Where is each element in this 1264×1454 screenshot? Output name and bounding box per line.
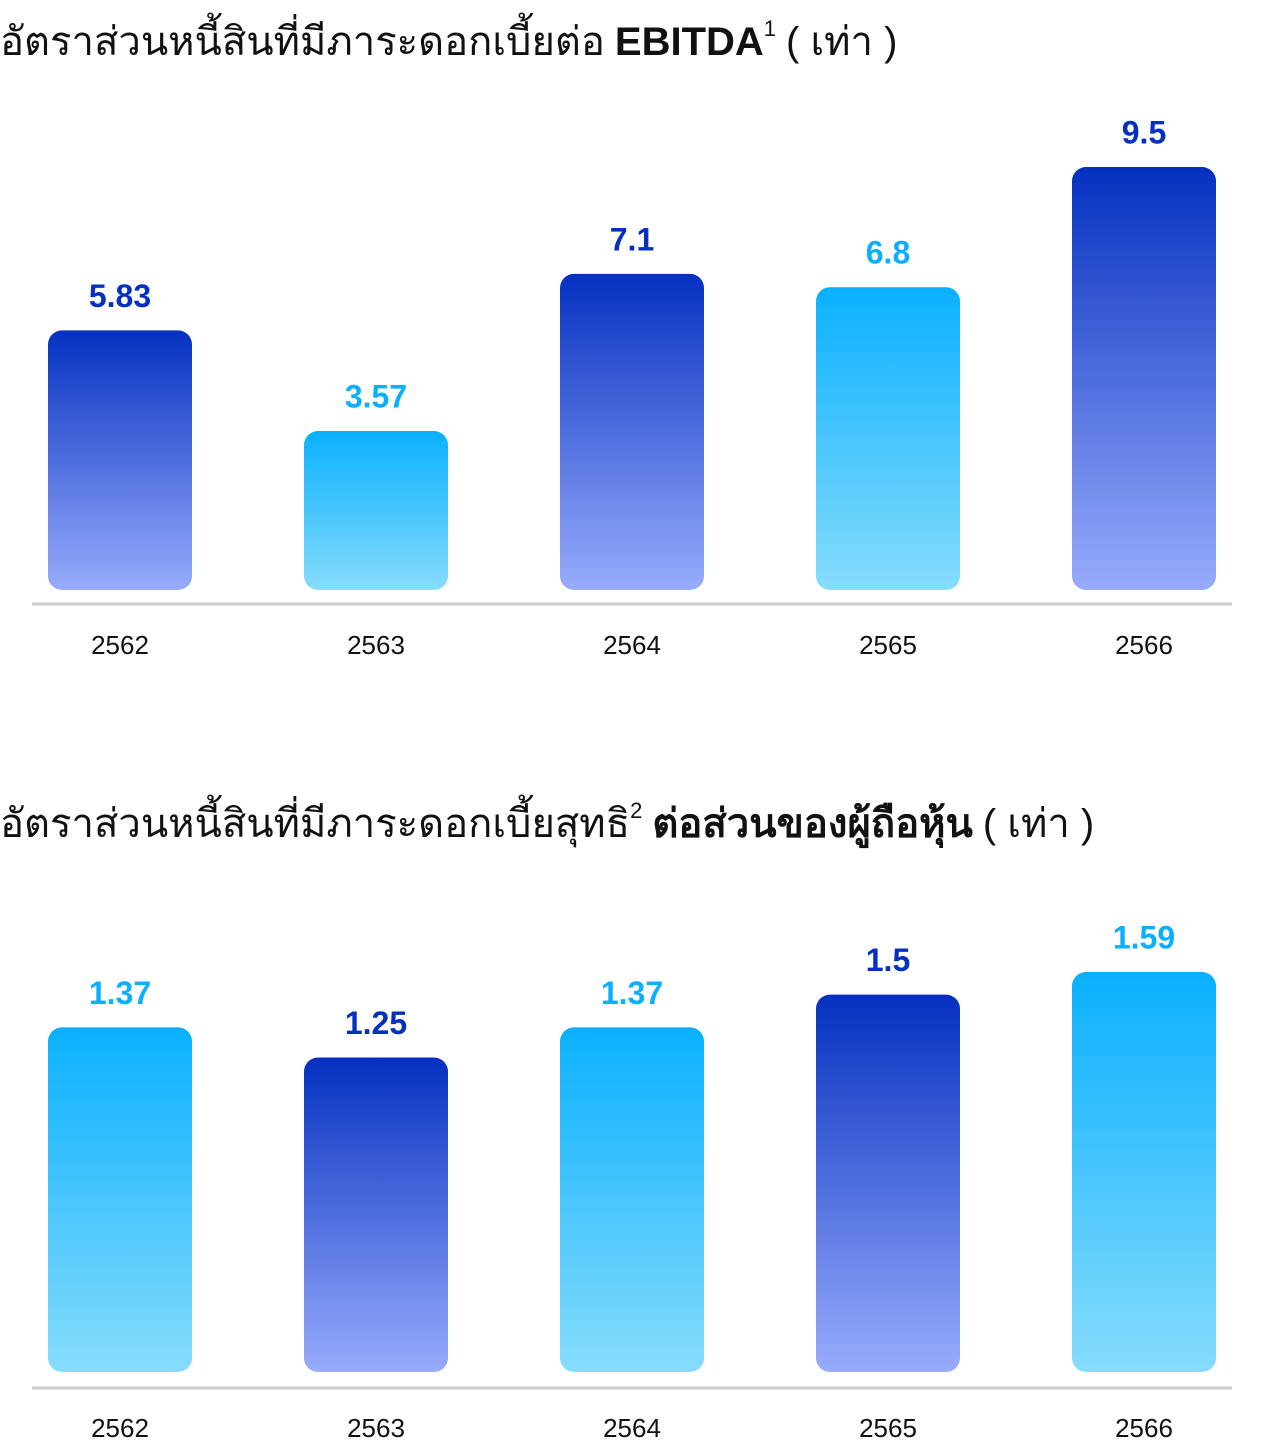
bar [304, 431, 448, 590]
x-tick-label: 2562 [91, 630, 149, 660]
chart-title: อัตราส่วนหนี้สินที่มีภาระดอกเบี้ยสุทธิ2 ต… [0, 794, 1094, 849]
value-label: 1.25 [345, 1005, 407, 1041]
title-part: 2 [630, 798, 642, 823]
value-label: 1.37 [601, 975, 663, 1011]
bar [816, 994, 960, 1372]
bar [816, 287, 960, 590]
value-label: 1.5 [866, 942, 910, 978]
x-tick-label: 2566 [1115, 1413, 1173, 1443]
value-label: 7.1 [610, 221, 654, 257]
bar [1072, 167, 1216, 590]
value-label: 5.83 [89, 278, 151, 314]
x-tick-label: 2564 [603, 1413, 661, 1443]
bar [560, 273, 704, 590]
value-label: 3.57 [345, 378, 407, 414]
x-tick-label: 2565 [859, 1413, 917, 1443]
bar [1072, 972, 1216, 1372]
x-tick-label: 2562 [91, 1413, 149, 1443]
title-part: ต่อส่วนของผู้ถือหุ้น [652, 802, 973, 849]
bar [48, 1027, 192, 1372]
title-part: EBITDA [615, 20, 764, 64]
value-label: 1.37 [89, 975, 151, 1011]
value-label: 6.8 [866, 235, 910, 271]
title-part: ( เท่า ) [786, 20, 897, 64]
bar [560, 1027, 704, 1372]
value-label: 1.59 [1113, 919, 1175, 955]
chart-title: อัตราส่วนหนี้สินที่มีภาระดอกเบี้ยต่อ EBIT… [0, 12, 897, 64]
title-part: อัตราส่วนหนี้สินที่มีภาระดอกเบี้ยต่อ [0, 12, 605, 64]
bar [48, 330, 192, 590]
bar [304, 1057, 448, 1372]
x-tick-label: 2566 [1115, 630, 1173, 660]
x-tick-label: 2564 [603, 630, 661, 660]
title-part: ( เท่า ) [983, 802, 1094, 846]
x-tick-label: 2563 [347, 630, 405, 660]
value-label: 9.5 [1122, 114, 1166, 150]
title-part: อัตราส่วนหนี้สินที่มีภาระดอกเบี้ยสุทธิ [0, 794, 630, 848]
title-part: 1 [764, 16, 776, 41]
x-tick-label: 2565 [859, 630, 917, 660]
x-tick-label: 2563 [347, 1413, 405, 1443]
